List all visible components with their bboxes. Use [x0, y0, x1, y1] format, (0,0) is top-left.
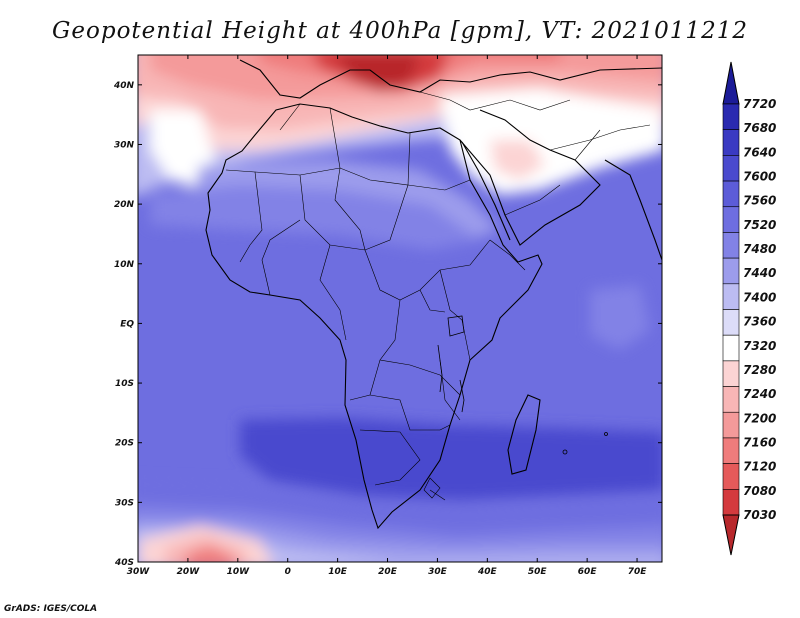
red-sea: [461, 141, 511, 241]
colorbar-label: 7120: [743, 460, 776, 474]
colorbar-label: 7640: [743, 145, 776, 159]
x-tick-label: 20W: [177, 567, 201, 577]
x-tick-label: 30W: [127, 567, 151, 577]
y-tick-label: EQ: [120, 319, 134, 329]
colorbar-label: 7240: [743, 387, 776, 401]
colorbar-max-arrow: [722, 61, 740, 105]
y-tick-label: 40N: [113, 81, 135, 91]
colorbar: 7720 7680 7640 7600 7560 7520 7480 7440 7400 7360…: [722, 61, 776, 556]
y-tick-label: 30N: [114, 140, 135, 150]
x-tick-label: 30E: [428, 567, 448, 577]
y-tick-label: 40S: [114, 558, 134, 568]
colorbar-label: 7160: [743, 435, 776, 449]
lakes: [437, 315, 608, 455]
colorbar-swatch: [722, 232, 740, 259]
x-tick-label: 50E: [528, 567, 548, 577]
colorbar-label: 7480: [743, 242, 776, 256]
colorbar-label: 7680: [743, 121, 776, 135]
x-axis-ticks: 30W 20W 10W 0 10E 20E 30E 40E 50E 60E 70E: [127, 55, 647, 577]
colorbar-swatch: [722, 206, 740, 233]
lake-tanganyika: [437, 344, 443, 393]
x-tick-label: 40E: [477, 567, 498, 577]
colorbar-swatch: [722, 360, 740, 387]
x-tick-label: 0: [285, 567, 291, 577]
country-borders: [225, 91, 651, 501]
colorbar-swatch: [722, 180, 740, 208]
lake-victoria: [447, 315, 465, 337]
india-coast: [604, 159, 662, 261]
colorbar-swatch: [722, 129, 740, 156]
colorbar-label: 7360: [743, 315, 776, 329]
colorbar-label: 7440: [743, 266, 776, 280]
height-field: [138, 55, 662, 562]
colorbar-swatch: [722, 103, 740, 130]
colorbar-swatch: [722, 334, 740, 362]
map-title: Geopotential Height at 400hPa [gpm], VT:…: [52, 18, 748, 44]
colorbar-label: 7720: [743, 97, 776, 111]
europe-coast: [239, 59, 662, 99]
colorbar-label: 7600: [743, 170, 776, 184]
colorbar-min-arrow: [722, 514, 740, 556]
x-tick-label: 60E: [578, 567, 598, 577]
y-tick-label: 10N: [114, 260, 135, 270]
colorbar-swatch: [722, 386, 740, 413]
colorbar-label: 7080: [743, 484, 776, 498]
colorbar-label: 7030: [743, 508, 776, 522]
y-tick-label: 10S: [115, 379, 134, 389]
y-axis-ticks: 40N 30N 20N 10N EQ 10S 20S 30S 40S: [113, 81, 662, 568]
map-frame: [137, 54, 663, 563]
colorbar-swatch: [722, 437, 740, 464]
colorbar-label: 7400: [743, 290, 776, 304]
colorbar-label: 7520: [743, 218, 776, 232]
madagascar-coast: [507, 394, 541, 475]
colorbar-swatch: [722, 257, 740, 285]
coastlines: [205, 59, 662, 530]
y-tick-label: 30S: [115, 498, 134, 508]
x-tick-label: 70E: [628, 567, 648, 577]
colorbar-swatch: [722, 411, 740, 439]
lake-malawi: [459, 379, 465, 413]
x-tick-label: 20E: [378, 567, 398, 577]
y-tick-label: 20S: [115, 439, 134, 449]
colorbar-label: 7560: [743, 194, 776, 208]
colorbar-swatch: [722, 283, 740, 310]
colorbar-swatch: [722, 155, 740, 182]
colorbar-swatch: [722, 463, 740, 490]
arabia-coast: [459, 109, 601, 246]
colorbar-swatch: [722, 309, 740, 336]
colorbar-label: 7280: [743, 363, 776, 377]
colorbar-swatch: [722, 489, 740, 516]
africa-coastline: [205, 103, 543, 530]
x-tick-label: 10E: [328, 567, 348, 577]
colorbar-label: 7200: [743, 411, 776, 425]
colorbar-label: 7320: [743, 339, 776, 353]
x-tick-label: 10W: [227, 567, 251, 577]
grads-credit: GrADS: IGES/COLA: [4, 604, 98, 614]
y-tick-label: 20N: [114, 200, 135, 210]
